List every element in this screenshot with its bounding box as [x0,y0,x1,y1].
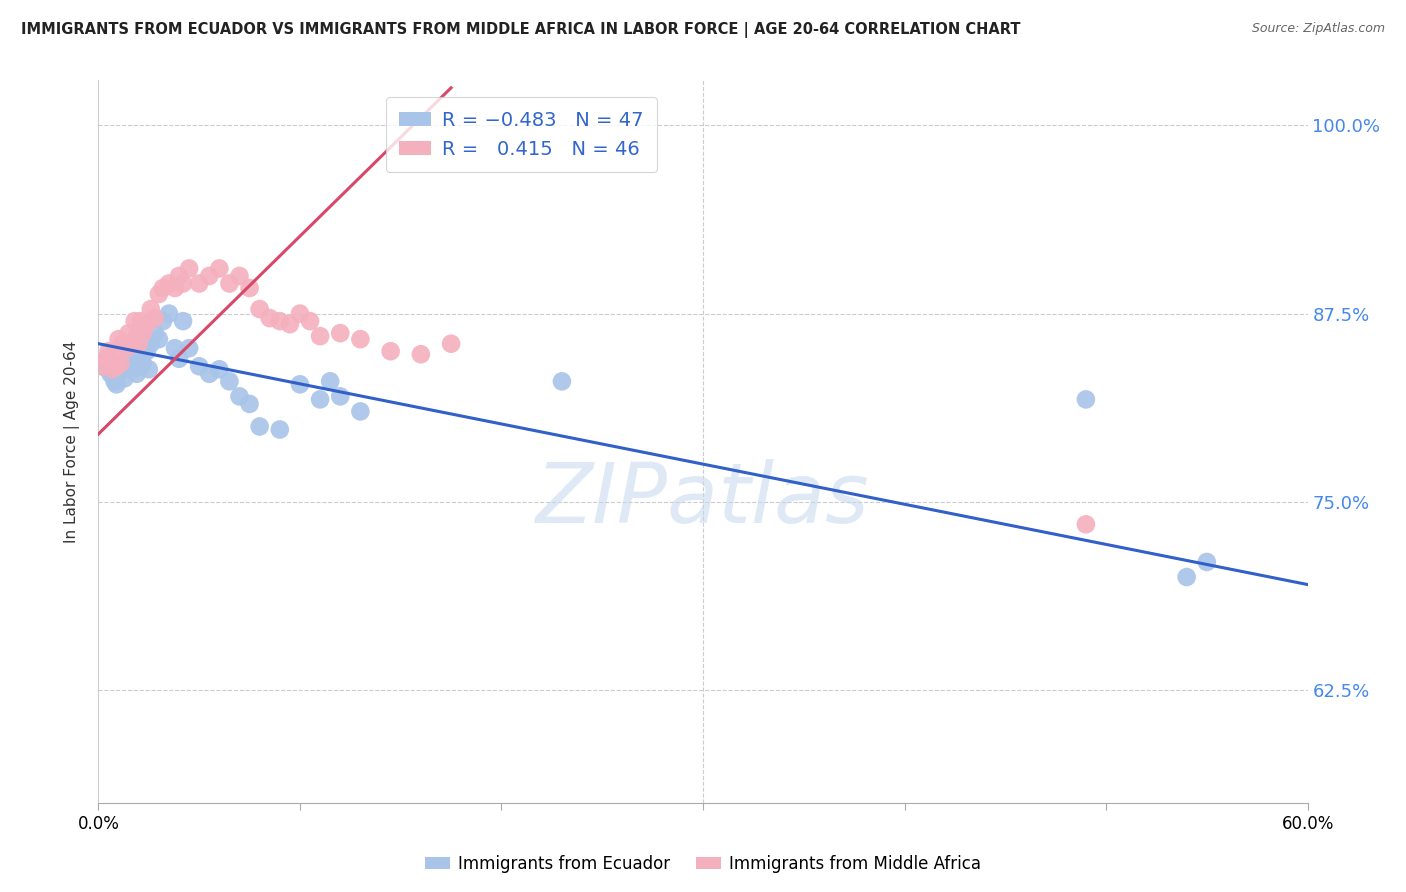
Point [319,375,342,389]
Point [440,336,463,351]
Point [198,367,221,381]
Point [329,389,352,403]
Point [163,341,186,355]
Point [152,314,174,328]
Point [208,362,231,376]
Point [228,389,250,403]
Point [128,336,150,351]
Point [299,314,322,328]
Point [409,347,432,361]
Point [129,314,152,328]
Point [96,351,118,366]
Text: Source: ZipAtlas.com: Source: ZipAtlas.com [1251,22,1385,36]
Text: ZIPatlas: ZIPatlas [536,458,870,540]
Point [121,362,143,376]
Point [349,332,371,346]
Point [208,261,231,276]
Point [103,347,125,361]
Text: IMMIGRANTS FROM ECUADOR VS IMMIGRANTS FROM MIDDLE AFRICA IN LABOR FORCE | AGE 20: IMMIGRANTS FROM ECUADOR VS IMMIGRANTS FR… [21,22,1021,38]
Point [129,359,152,374]
Point [167,351,190,366]
Point [120,336,142,351]
Point [157,307,180,321]
Point [1195,555,1218,569]
Point [269,314,291,328]
Point [124,359,146,374]
Point [249,419,271,434]
Point [118,351,141,366]
Point [152,281,174,295]
Point [1074,392,1097,407]
Point [239,281,262,295]
Point [309,392,332,407]
Point [163,281,186,295]
Point [288,377,311,392]
Point [172,314,194,328]
Point [111,336,134,351]
Point [239,397,262,411]
Point [188,277,211,291]
Point [143,311,166,326]
Point [188,359,211,374]
Point [269,423,291,437]
Point [380,344,402,359]
Point [125,329,148,343]
Point [349,404,371,418]
Point [101,362,124,376]
Point [91,359,114,374]
Point [124,314,146,328]
Point [288,307,311,321]
Point [157,277,180,291]
Point [132,326,155,341]
Point [135,344,157,359]
Point [120,336,142,351]
Point [148,287,170,301]
Point [329,326,352,341]
Point [111,362,134,376]
Point [148,332,170,346]
Point [218,375,240,389]
Point [135,317,157,331]
Point [105,359,128,374]
Point [110,356,132,370]
Point [100,367,122,381]
Point [259,311,281,326]
Point [218,277,240,291]
Point [132,356,155,370]
Point [118,326,141,341]
Point [97,362,120,376]
Point [114,371,136,385]
Point [172,277,194,291]
Point [139,336,162,351]
Point [105,377,128,392]
Point [107,367,129,381]
Point [249,302,271,317]
Point [309,329,332,343]
Point [228,268,250,283]
Point [107,332,129,346]
Point [96,351,118,366]
Point [167,268,190,283]
Y-axis label: In Labor Force | Age 20-64: In Labor Force | Age 20-64 [63,341,80,542]
Point [115,341,138,355]
Legend: Immigrants from Ecuador, Immigrants from Middle Africa: Immigrants from Ecuador, Immigrants from… [419,848,987,880]
Point [97,344,120,359]
Point [278,317,301,331]
Point [110,359,132,374]
Point [1074,517,1097,532]
Point [125,367,148,381]
Point [138,362,160,376]
Point [143,326,166,341]
Point [1175,570,1198,584]
Point [179,261,201,276]
Point [139,302,162,317]
Point [128,347,150,361]
Legend: R = −0.483   N = 47, R =   0.415   N = 46: R = −0.483 N = 47, R = 0.415 N = 46 [385,97,658,172]
Point [101,356,124,370]
Point [198,268,221,283]
Point [179,341,201,355]
Point [551,375,574,389]
Point [103,375,125,389]
Point [91,359,114,374]
